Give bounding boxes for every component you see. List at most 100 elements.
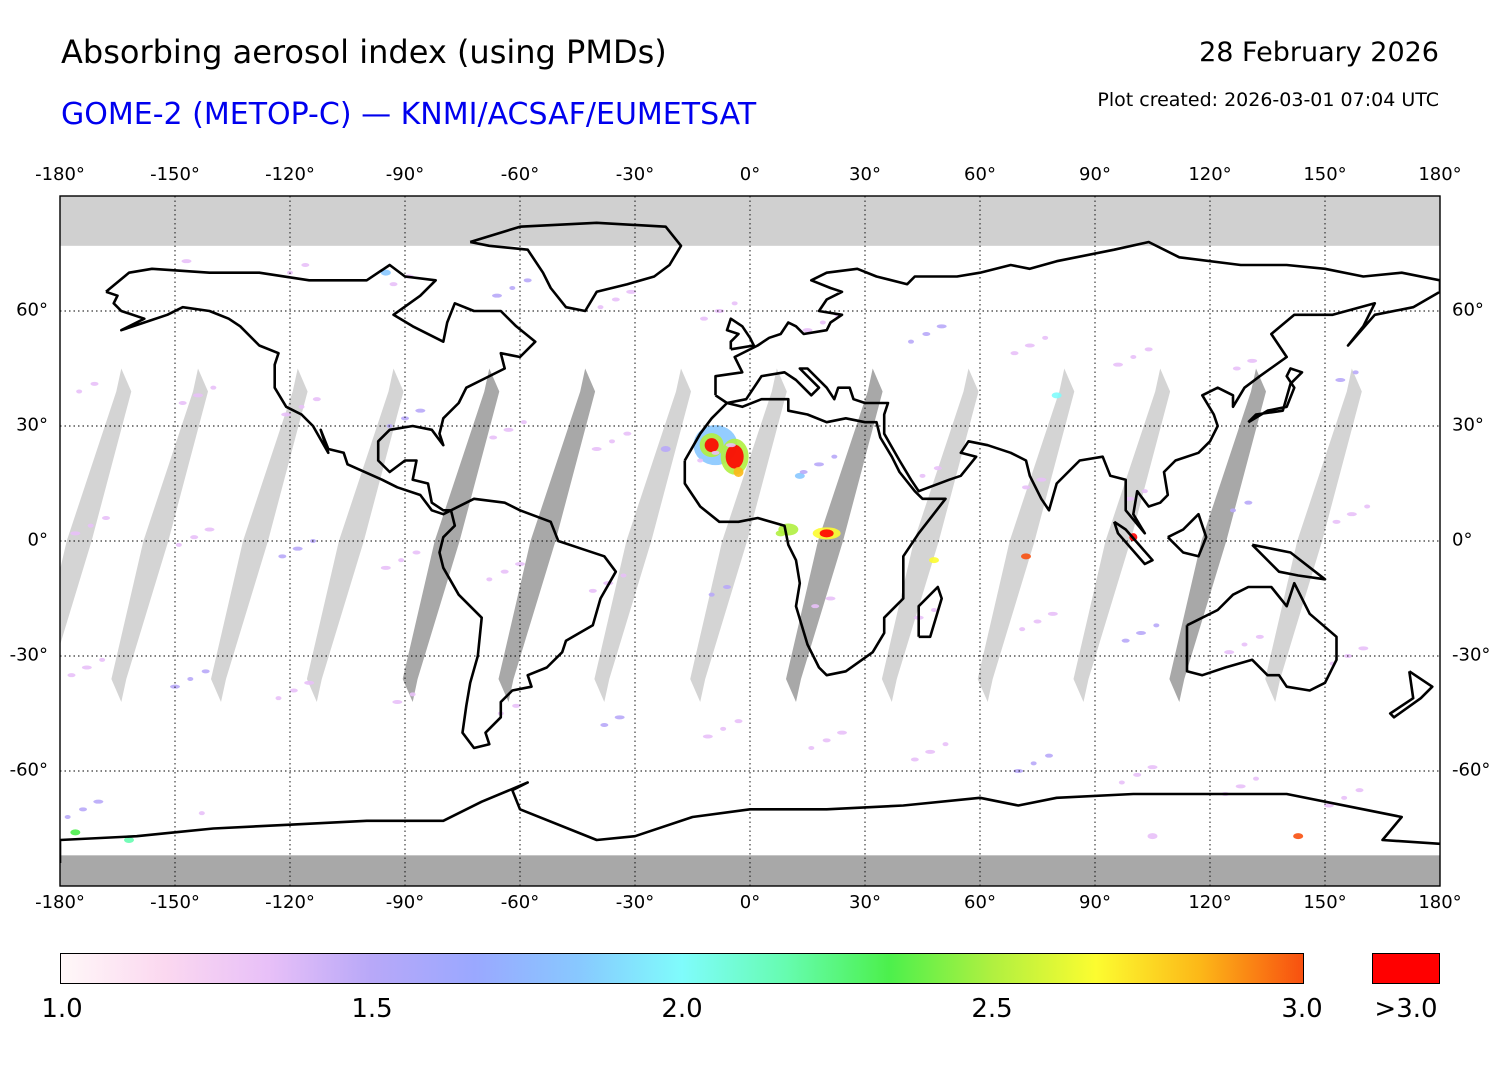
aai-speckle — [401, 416, 409, 421]
aai-speckle — [201, 669, 210, 674]
lon-tick-bottom: -150° — [150, 892, 200, 913]
aai-speckle — [1247, 358, 1258, 363]
lat-tick-right: -30° — [1452, 644, 1491, 666]
aai-speckle — [626, 289, 637, 294]
aai-speckle — [289, 688, 298, 693]
lon-tick-top: -60° — [500, 164, 540, 185]
aai-speckle — [725, 443, 736, 448]
colorbar-over-label: >3.0 — [1374, 994, 1438, 1024]
aai-speckle — [412, 550, 421, 555]
lon-tick-bottom: 150° — [1303, 892, 1347, 913]
lon-tick-bottom: 90° — [1079, 892, 1111, 913]
aai-patch-small — [1293, 833, 1304, 840]
lon-tick-top: -90° — [385, 164, 425, 185]
map-date: 28 February 2026 — [1199, 37, 1439, 68]
colorbar-over-box — [1372, 953, 1440, 984]
aai-speckle — [380, 565, 391, 570]
lon-tick-bottom: 120° — [1188, 892, 1232, 913]
lon-tick-top: 30° — [849, 164, 881, 185]
aai-speckle — [623, 431, 632, 436]
aai-speckle — [919, 473, 926, 478]
aai-patch-small — [124, 837, 134, 843]
aai-speckle — [908, 339, 914, 344]
aai-speckle — [720, 726, 727, 731]
swath-gap — [60, 368, 132, 646]
aai-speckle — [1335, 378, 1346, 382]
aai-speckle — [486, 577, 493, 582]
coastline-greenland — [469, 221, 683, 313]
lon-tick-top: -150° — [150, 164, 200, 185]
aai-speckle — [942, 742, 949, 747]
aai-speckle — [1010, 351, 1019, 356]
aai-speckle — [509, 286, 516, 290]
aai-speckle — [588, 588, 597, 593]
aai-speckle — [708, 592, 715, 597]
aai-speckle — [1022, 485, 1030, 490]
aai-patch-small — [929, 557, 939, 564]
aai-speckle — [831, 454, 838, 459]
aai-speckle — [609, 439, 615, 444]
aai-speckle — [714, 309, 725, 313]
aai-patch-sahara-over — [725, 444, 744, 469]
aai-speckle — [1033, 619, 1042, 624]
colorbar-gradient — [60, 953, 1304, 984]
lon-tick-top: -120° — [265, 164, 315, 185]
aai-patch-sahara-over — [704, 438, 719, 453]
aai-speckle — [298, 404, 305, 409]
aai-speckle — [1153, 623, 1160, 628]
aai-speckle — [620, 573, 627, 578]
aai-speckle — [64, 815, 71, 819]
aai-speckle — [515, 562, 525, 566]
aai-speckle — [723, 585, 731, 589]
aai-speckle — [933, 466, 942, 471]
aai-speckle — [1244, 500, 1253, 505]
aai-speckle — [802, 328, 813, 333]
aai-speckle — [278, 554, 287, 559]
lon-tick-bottom: -60° — [500, 892, 540, 913]
aai-speckle — [1036, 477, 1047, 482]
swath-gap — [211, 368, 308, 702]
aai-speckle — [1013, 769, 1024, 773]
aai-speckle — [489, 435, 498, 440]
aai-speckle — [922, 332, 931, 336]
aai-speckle — [81, 665, 92, 670]
aai-patch-small — [1051, 392, 1062, 399]
aai-speckle — [1346, 512, 1357, 517]
aai-speckle — [1019, 627, 1026, 632]
aai-speckle — [90, 381, 99, 386]
aai-speckle — [811, 604, 820, 609]
aai-speckle — [415, 408, 426, 413]
aai-speckle — [600, 723, 609, 727]
aai-speckle — [1130, 355, 1137, 359]
lat-tick-right: -60° — [1452, 759, 1491, 781]
coastline-madagascar — [917, 585, 943, 639]
lon-tick-top: 60° — [964, 164, 996, 185]
aai-speckle — [1352, 370, 1359, 375]
plot-created: Plot created: 2026-03-01 07:04 UTC — [1097, 89, 1439, 111]
aai-speckle — [814, 462, 824, 467]
aai-speckle — [1045, 753, 1053, 758]
aai-speckle — [711, 450, 720, 455]
swath-gap — [111, 368, 208, 702]
colorbar-label: 1.0 — [41, 994, 83, 1024]
lat-tick-left: 0° — [27, 529, 48, 551]
swath-gap — [1073, 368, 1171, 702]
aai-speckle — [1235, 784, 1246, 789]
aai-speckle — [925, 749, 936, 754]
lat-tick-left: -30° — [9, 644, 48, 666]
aai-speckle — [1358, 646, 1369, 651]
aai-speckle — [204, 527, 215, 532]
aai-speckle — [210, 385, 217, 390]
coastline-africa — [683, 397, 947, 677]
lat-tick-right: 30° — [1452, 414, 1484, 436]
aai-speckle — [1341, 795, 1348, 800]
lon-tick-top: 180° — [1418, 164, 1462, 185]
swath-gap — [881, 368, 979, 702]
aai-speckle — [799, 470, 808, 474]
aai-speckle — [503, 427, 514, 432]
aai-speckle — [1136, 631, 1146, 635]
colorbar-label: 2.5 — [971, 994, 1013, 1024]
lon-tick-bottom: 60° — [964, 892, 996, 913]
aai-speckle — [1024, 343, 1035, 348]
